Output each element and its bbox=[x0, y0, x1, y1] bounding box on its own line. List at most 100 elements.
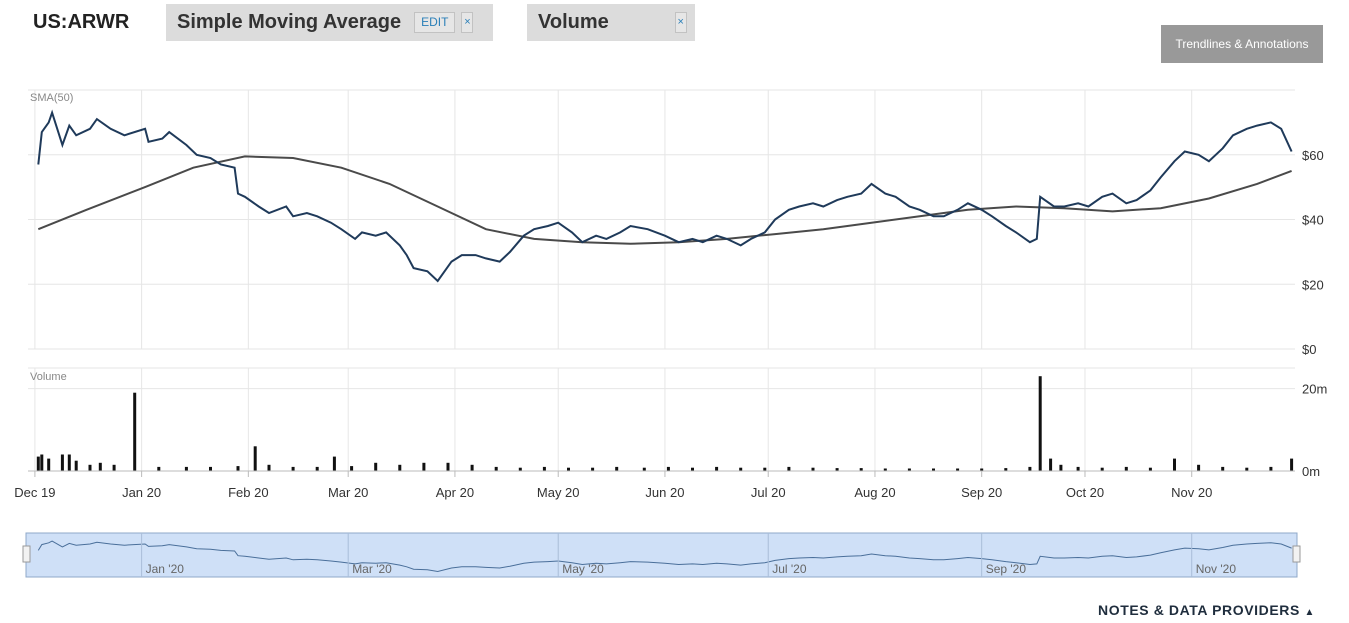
volume-bar bbox=[835, 468, 839, 471]
volume-bar bbox=[88, 464, 92, 471]
x-tick-label: Jul 20 bbox=[751, 485, 786, 500]
volume-bar bbox=[980, 468, 984, 471]
volume-bar bbox=[715, 466, 719, 471]
notes-link-label: NOTES & DATA PROVIDERS bbox=[1098, 602, 1300, 618]
volume-bar bbox=[67, 454, 71, 471]
volume-bar bbox=[1269, 466, 1273, 471]
volume-bar bbox=[291, 466, 295, 471]
volume-bar bbox=[470, 464, 474, 471]
volume-bar bbox=[36, 456, 40, 471]
navigator-tick-label: Mar '20 bbox=[352, 562, 392, 576]
caret-up-icon: ▲ bbox=[1304, 607, 1315, 618]
ticker-symbol: US:ARWR bbox=[33, 11, 130, 33]
volume-bar bbox=[1076, 466, 1080, 471]
volume-bar bbox=[518, 467, 522, 471]
volume-bar bbox=[133, 392, 137, 471]
volume-y-tick-label: 0m bbox=[1302, 464, 1320, 479]
volume-bar bbox=[422, 462, 426, 471]
volume-bar bbox=[184, 466, 188, 471]
volume-indicator-pill: Volume × bbox=[527, 4, 695, 41]
volume-bar bbox=[811, 467, 815, 471]
price-y-tick-label: $0 bbox=[1302, 342, 1316, 357]
volume-bar bbox=[1173, 458, 1176, 471]
x-tick-label: Sep 20 bbox=[961, 485, 1002, 500]
volume-bar bbox=[1197, 464, 1201, 471]
price-line bbox=[37, 109, 1293, 283]
volume-bar bbox=[1124, 466, 1128, 471]
navigator-price-line bbox=[37, 540, 1292, 573]
volume-bar bbox=[98, 462, 102, 471]
navigator-right-handle[interactable] bbox=[1292, 545, 1301, 563]
volume-bar bbox=[642, 467, 646, 471]
navigator-tick-label: Jan '20 bbox=[146, 562, 185, 576]
x-tick-label: Jan 20 bbox=[122, 485, 161, 500]
navigator-tick-label: Nov '20 bbox=[1196, 562, 1237, 576]
volume-bar bbox=[350, 466, 354, 471]
x-axis-ticks: Dec 19 Jan 20 Feb 20 Mar 20 Apr 20 May 20 Jun … bbox=[14, 470, 1295, 500]
volume-bar bbox=[446, 462, 450, 471]
navigator[interactable]: Jan '20 Mar '20 May '20 Jul '20 Sep '20 Nov '… bbox=[22, 532, 1301, 578]
x-tick-label: Jun 20 bbox=[645, 485, 684, 500]
navigator-tick-label: Jul '20 bbox=[772, 562, 807, 576]
volume-bar bbox=[691, 467, 694, 471]
x-tick-label: May 20 bbox=[537, 485, 580, 500]
volume-bar bbox=[1290, 458, 1294, 471]
volume-bar bbox=[666, 466, 670, 471]
x-tick-label: Apr 20 bbox=[436, 485, 474, 500]
price-y-tick-label: $40 bbox=[1302, 213, 1324, 228]
navigator-ticks: Jan '20 Mar '20 May '20 Jul '20 Sep '20 Nov '… bbox=[141, 533, 1237, 577]
notes-data-providers-link[interactable]: NOTES & DATA PROVIDERS ▲ bbox=[1098, 602, 1315, 618]
volume-bar bbox=[615, 466, 619, 471]
volume-bar bbox=[1245, 467, 1249, 471]
volume-bar bbox=[542, 466, 546, 471]
volume-bar bbox=[236, 466, 240, 471]
sma-remove-button[interactable]: × bbox=[461, 12, 474, 33]
volume-bar bbox=[932, 468, 935, 471]
navigator-left-handle[interactable] bbox=[22, 545, 31, 563]
volume-bar bbox=[315, 466, 319, 471]
volume-bar bbox=[787, 466, 791, 471]
sma-edit-button[interactable]: EDIT bbox=[414, 12, 456, 33]
price-y-tick-label: $20 bbox=[1302, 277, 1324, 292]
x-tick-label: Nov 20 bbox=[1171, 485, 1212, 500]
x-tick-label: Aug 20 bbox=[854, 485, 895, 500]
volume-bar bbox=[374, 462, 378, 471]
volume-bar bbox=[1059, 464, 1063, 471]
navigator-tick-label: Sep '20 bbox=[986, 562, 1027, 576]
volume-bar bbox=[47, 458, 51, 471]
volume-bar bbox=[1028, 466, 1032, 471]
volume-bar bbox=[209, 466, 212, 471]
volume-y-tick-label: 20m bbox=[1302, 382, 1327, 397]
stock-chart: SMA(50) Volume $0 $20 $40 $60 0m 20m Dec 19 Ja… bbox=[14, 89, 1327, 578]
volume-bar bbox=[398, 464, 402, 471]
price-y-tick-label: $60 bbox=[1302, 148, 1324, 163]
volume-bar bbox=[567, 467, 570, 471]
volume-bar bbox=[883, 468, 887, 471]
volume-bar bbox=[1148, 467, 1152, 471]
volume-bar bbox=[1038, 376, 1042, 471]
volume-remove-button[interactable]: × bbox=[674, 12, 687, 33]
volume-bar bbox=[74, 460, 78, 471]
volume-panel-label: Volume bbox=[30, 371, 67, 383]
sma-indicator-pill: Simple Moving Average EDIT × bbox=[166, 4, 493, 41]
x-tick-label: Feb 20 bbox=[228, 485, 268, 500]
volume-bar bbox=[253, 446, 257, 471]
y-axis-ticks: $0 $20 $40 $60 0m 20m bbox=[1302, 148, 1327, 479]
volume-bar bbox=[267, 464, 271, 471]
volume-bar bbox=[494, 466, 498, 471]
volume-bar bbox=[157, 466, 161, 471]
chart-grid bbox=[28, 89, 1295, 472]
volume-bar bbox=[112, 464, 116, 471]
volume-bar bbox=[40, 454, 44, 471]
volume-bar bbox=[332, 456, 336, 471]
price-panel-label: SMA(50) bbox=[30, 92, 73, 104]
volume-bars bbox=[36, 376, 1294, 471]
volume-bar bbox=[1049, 458, 1053, 471]
navigator-selection[interactable] bbox=[25, 532, 1298, 578]
volume-bar bbox=[1100, 467, 1104, 471]
trendlines-annotations-button[interactable]: Trendlines & Annotations bbox=[1161, 25, 1323, 63]
volume-bar bbox=[739, 467, 743, 471]
volume-bar bbox=[591, 467, 595, 471]
volume-bar bbox=[763, 467, 767, 471]
volume-bar bbox=[956, 468, 960, 471]
